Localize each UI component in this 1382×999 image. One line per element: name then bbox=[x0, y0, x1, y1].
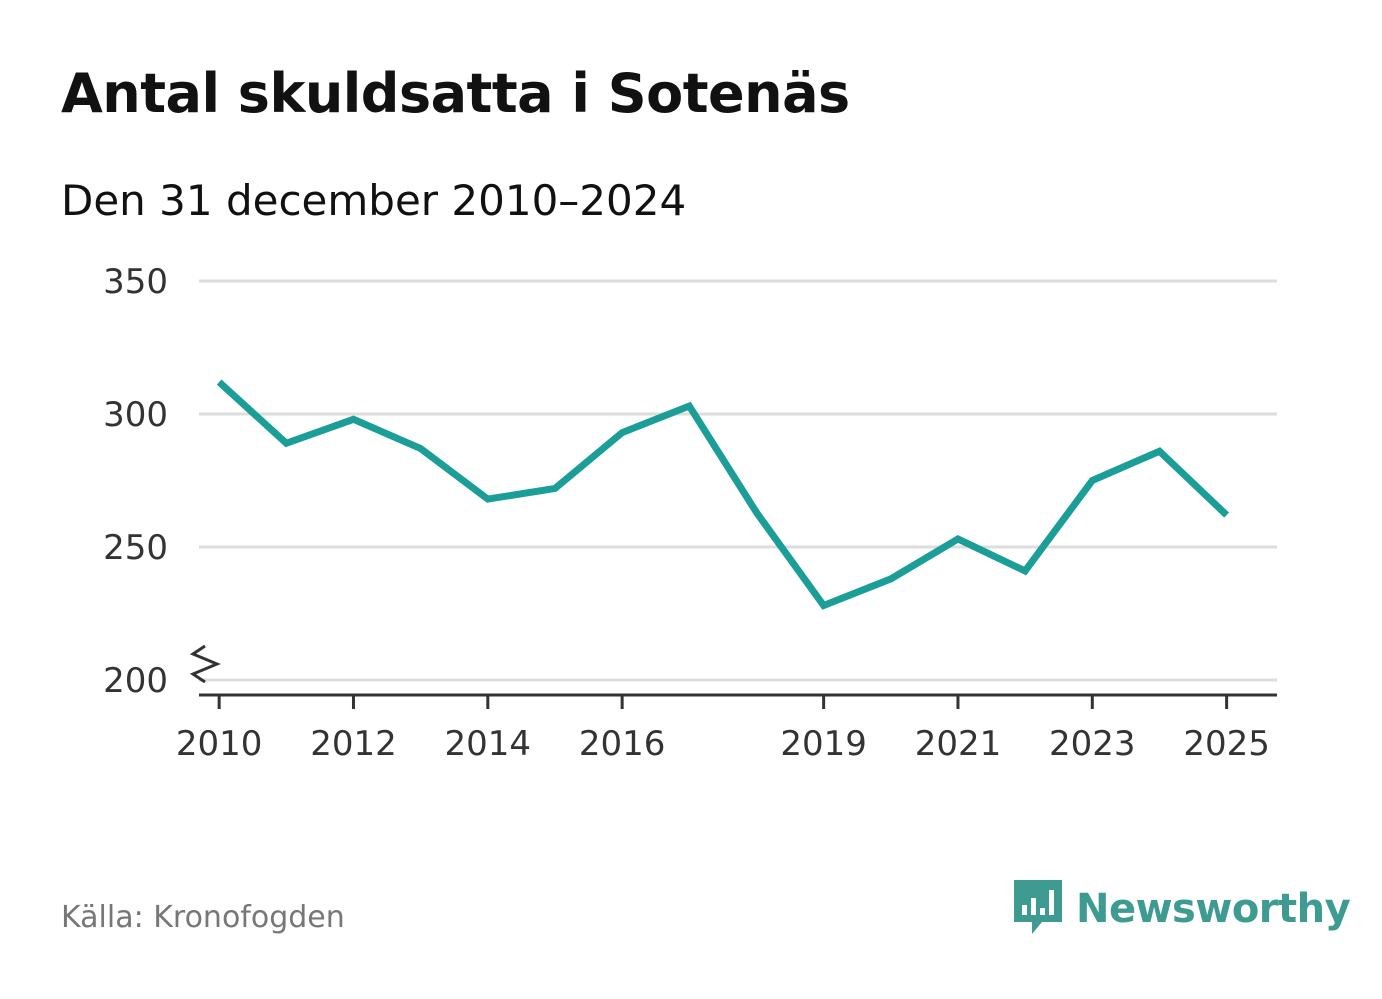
y-tick-label-200: 200 bbox=[103, 661, 168, 701]
chart-title: Antal skuldsatta i Sotenäs bbox=[61, 62, 850, 125]
y-axis-break bbox=[189, 644, 221, 684]
brand-logo[interactable]: Newsworthy bbox=[1012, 878, 1351, 940]
chart-subtitle: Den 31 december 2010–2024 bbox=[61, 176, 687, 225]
gridlines bbox=[199, 279, 1277, 682]
x-tick-label-2010: 2010 bbox=[176, 724, 263, 764]
brand-name: Newsworthy bbox=[1076, 886, 1351, 932]
source-label: Källa: Kronofogden bbox=[61, 900, 345, 935]
series-line-0 bbox=[216, 379, 1230, 610]
x-tick-label-2021: 2021 bbox=[915, 724, 1002, 764]
x-tick-label-2023: 2023 bbox=[1049, 724, 1136, 764]
y-axis-labels: 200 250 300 350 bbox=[103, 262, 168, 701]
series-layer bbox=[216, 379, 1230, 610]
y-tick-label-250: 250 bbox=[103, 528, 168, 568]
x-tick-label-2019: 2019 bbox=[780, 724, 867, 764]
y-tick-label-300: 300 bbox=[103, 395, 168, 435]
x-tick-label-2012: 2012 bbox=[310, 724, 397, 764]
x-tick-label-2014: 2014 bbox=[445, 724, 532, 764]
axis-break-mark bbox=[189, 644, 221, 684]
newsworthy-logo-icon bbox=[1012, 878, 1064, 940]
x-axis bbox=[199, 693, 1277, 709]
x-tick-label-2016: 2016 bbox=[579, 724, 666, 764]
x-tick-label-2025: 2025 bbox=[1183, 724, 1270, 764]
x-axis-labels: 2010 2012 2014 2016 2019 2021 2023 2025 bbox=[176, 724, 1270, 764]
y-tick-label-350: 350 bbox=[103, 262, 168, 302]
